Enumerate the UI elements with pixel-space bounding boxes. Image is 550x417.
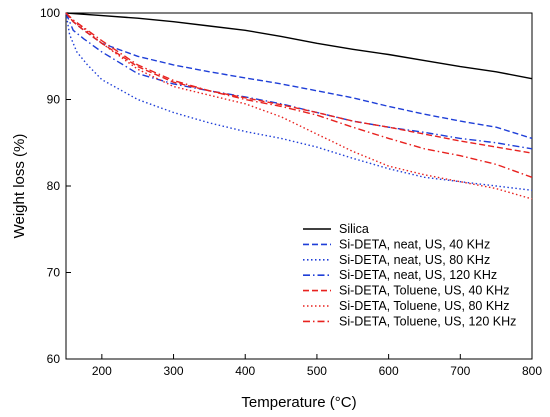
- series-line-7: [65, 12, 533, 178]
- y-axis-title: Weight loss (%): [11, 134, 28, 239]
- legend-label-7: Si-DETA, Toluene, US, 120 KHz: [339, 314, 516, 328]
- x-axis-title: Temperature (°C): [241, 394, 356, 411]
- y-tick-label: 90: [47, 93, 61, 107]
- axis-ticks: 200 300 400 500 600 700 800 60 70 80 90 100: [40, 6, 542, 378]
- series-lines: [65, 12, 533, 200]
- x-tick-label: 200: [92, 364, 112, 378]
- y-tick-label: 60: [47, 352, 61, 366]
- series-line-2: [65, 12, 533, 140]
- x-tick-label: 600: [379, 364, 399, 378]
- series-line-6: [65, 12, 533, 200]
- series-line-3: [65, 12, 533, 191]
- series-line-5: [65, 12, 533, 154]
- legend-label-4: Si-DETA, neat, US, 120 KHz: [339, 268, 497, 282]
- x-tick-label: 500: [307, 364, 327, 378]
- y-tick-label: 80: [47, 179, 61, 193]
- legend-label-2: Si-DETA, neat, US, 40 KHz: [339, 237, 490, 251]
- series-line-1: [65, 12, 533, 80]
- y-tick-label: 100: [40, 6, 60, 20]
- y-tick-label: 70: [47, 266, 61, 280]
- legend-label-6: Si-DETA, Toluene, US, 80 KHz: [339, 299, 509, 313]
- x-tick-label: 700: [450, 364, 470, 378]
- x-tick-label: 300: [164, 364, 184, 378]
- x-tick-label: 800: [522, 364, 542, 378]
- legend-label-3: Si-DETA, neat, US, 80 KHz: [339, 253, 490, 267]
- series-line-4: [65, 12, 533, 150]
- x-tick-label: 400: [235, 364, 255, 378]
- legend-label-1: Silica: [339, 222, 369, 236]
- legend-label-5: Si-DETA, Toluene, US, 40 KHz: [339, 284, 509, 298]
